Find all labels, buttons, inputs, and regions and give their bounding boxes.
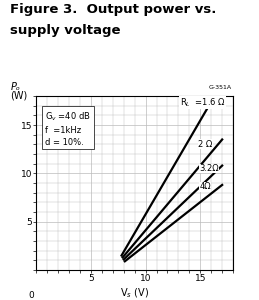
Text: 3.2Ω: 3.2Ω xyxy=(199,164,219,173)
Text: (W): (W) xyxy=(10,91,28,100)
Text: 4Ω: 4Ω xyxy=(199,182,211,191)
Text: supply voltage: supply voltage xyxy=(10,24,121,37)
Text: G$_v$ =40 dB
f  =1kHz
d = 10%.: G$_v$ =40 dB f =1kHz d = 10%. xyxy=(45,110,91,147)
Text: Figure 3.  Output power vs.: Figure 3. Output power vs. xyxy=(10,3,217,16)
Text: G-351A: G-351A xyxy=(209,85,232,90)
Text: Pₒ: Pₒ xyxy=(10,82,20,92)
Text: 0: 0 xyxy=(28,291,34,300)
X-axis label: V$_s$ (V): V$_s$ (V) xyxy=(120,286,149,299)
Text: 2 Ω: 2 Ω xyxy=(198,140,212,149)
Text: R$_L$  =1.6 Ω: R$_L$ =1.6 Ω xyxy=(179,97,225,109)
